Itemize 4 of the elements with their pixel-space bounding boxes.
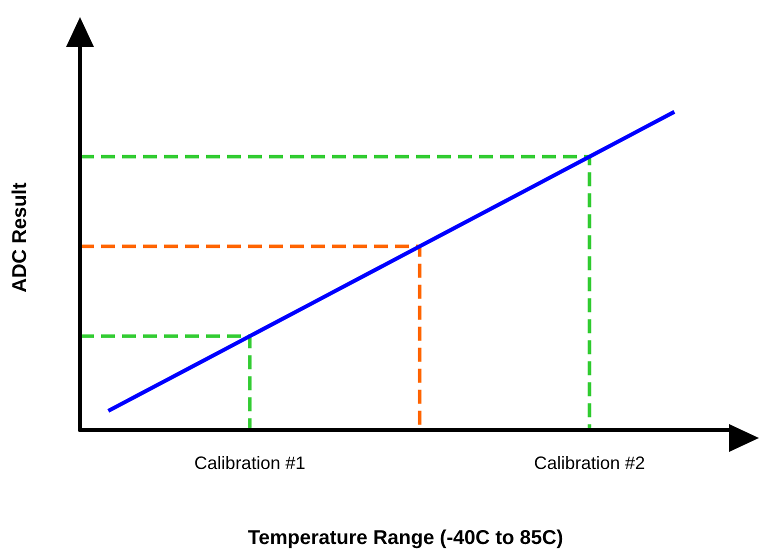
x-tick-label: Calibration #2 — [534, 453, 646, 473]
y-axis-title: ADC Result — [9, 182, 31, 293]
x-axis-title: Temperature Range (-40C to 85C) — [248, 527, 564, 549]
x-tick-label: Calibration #1 — [194, 453, 306, 473]
